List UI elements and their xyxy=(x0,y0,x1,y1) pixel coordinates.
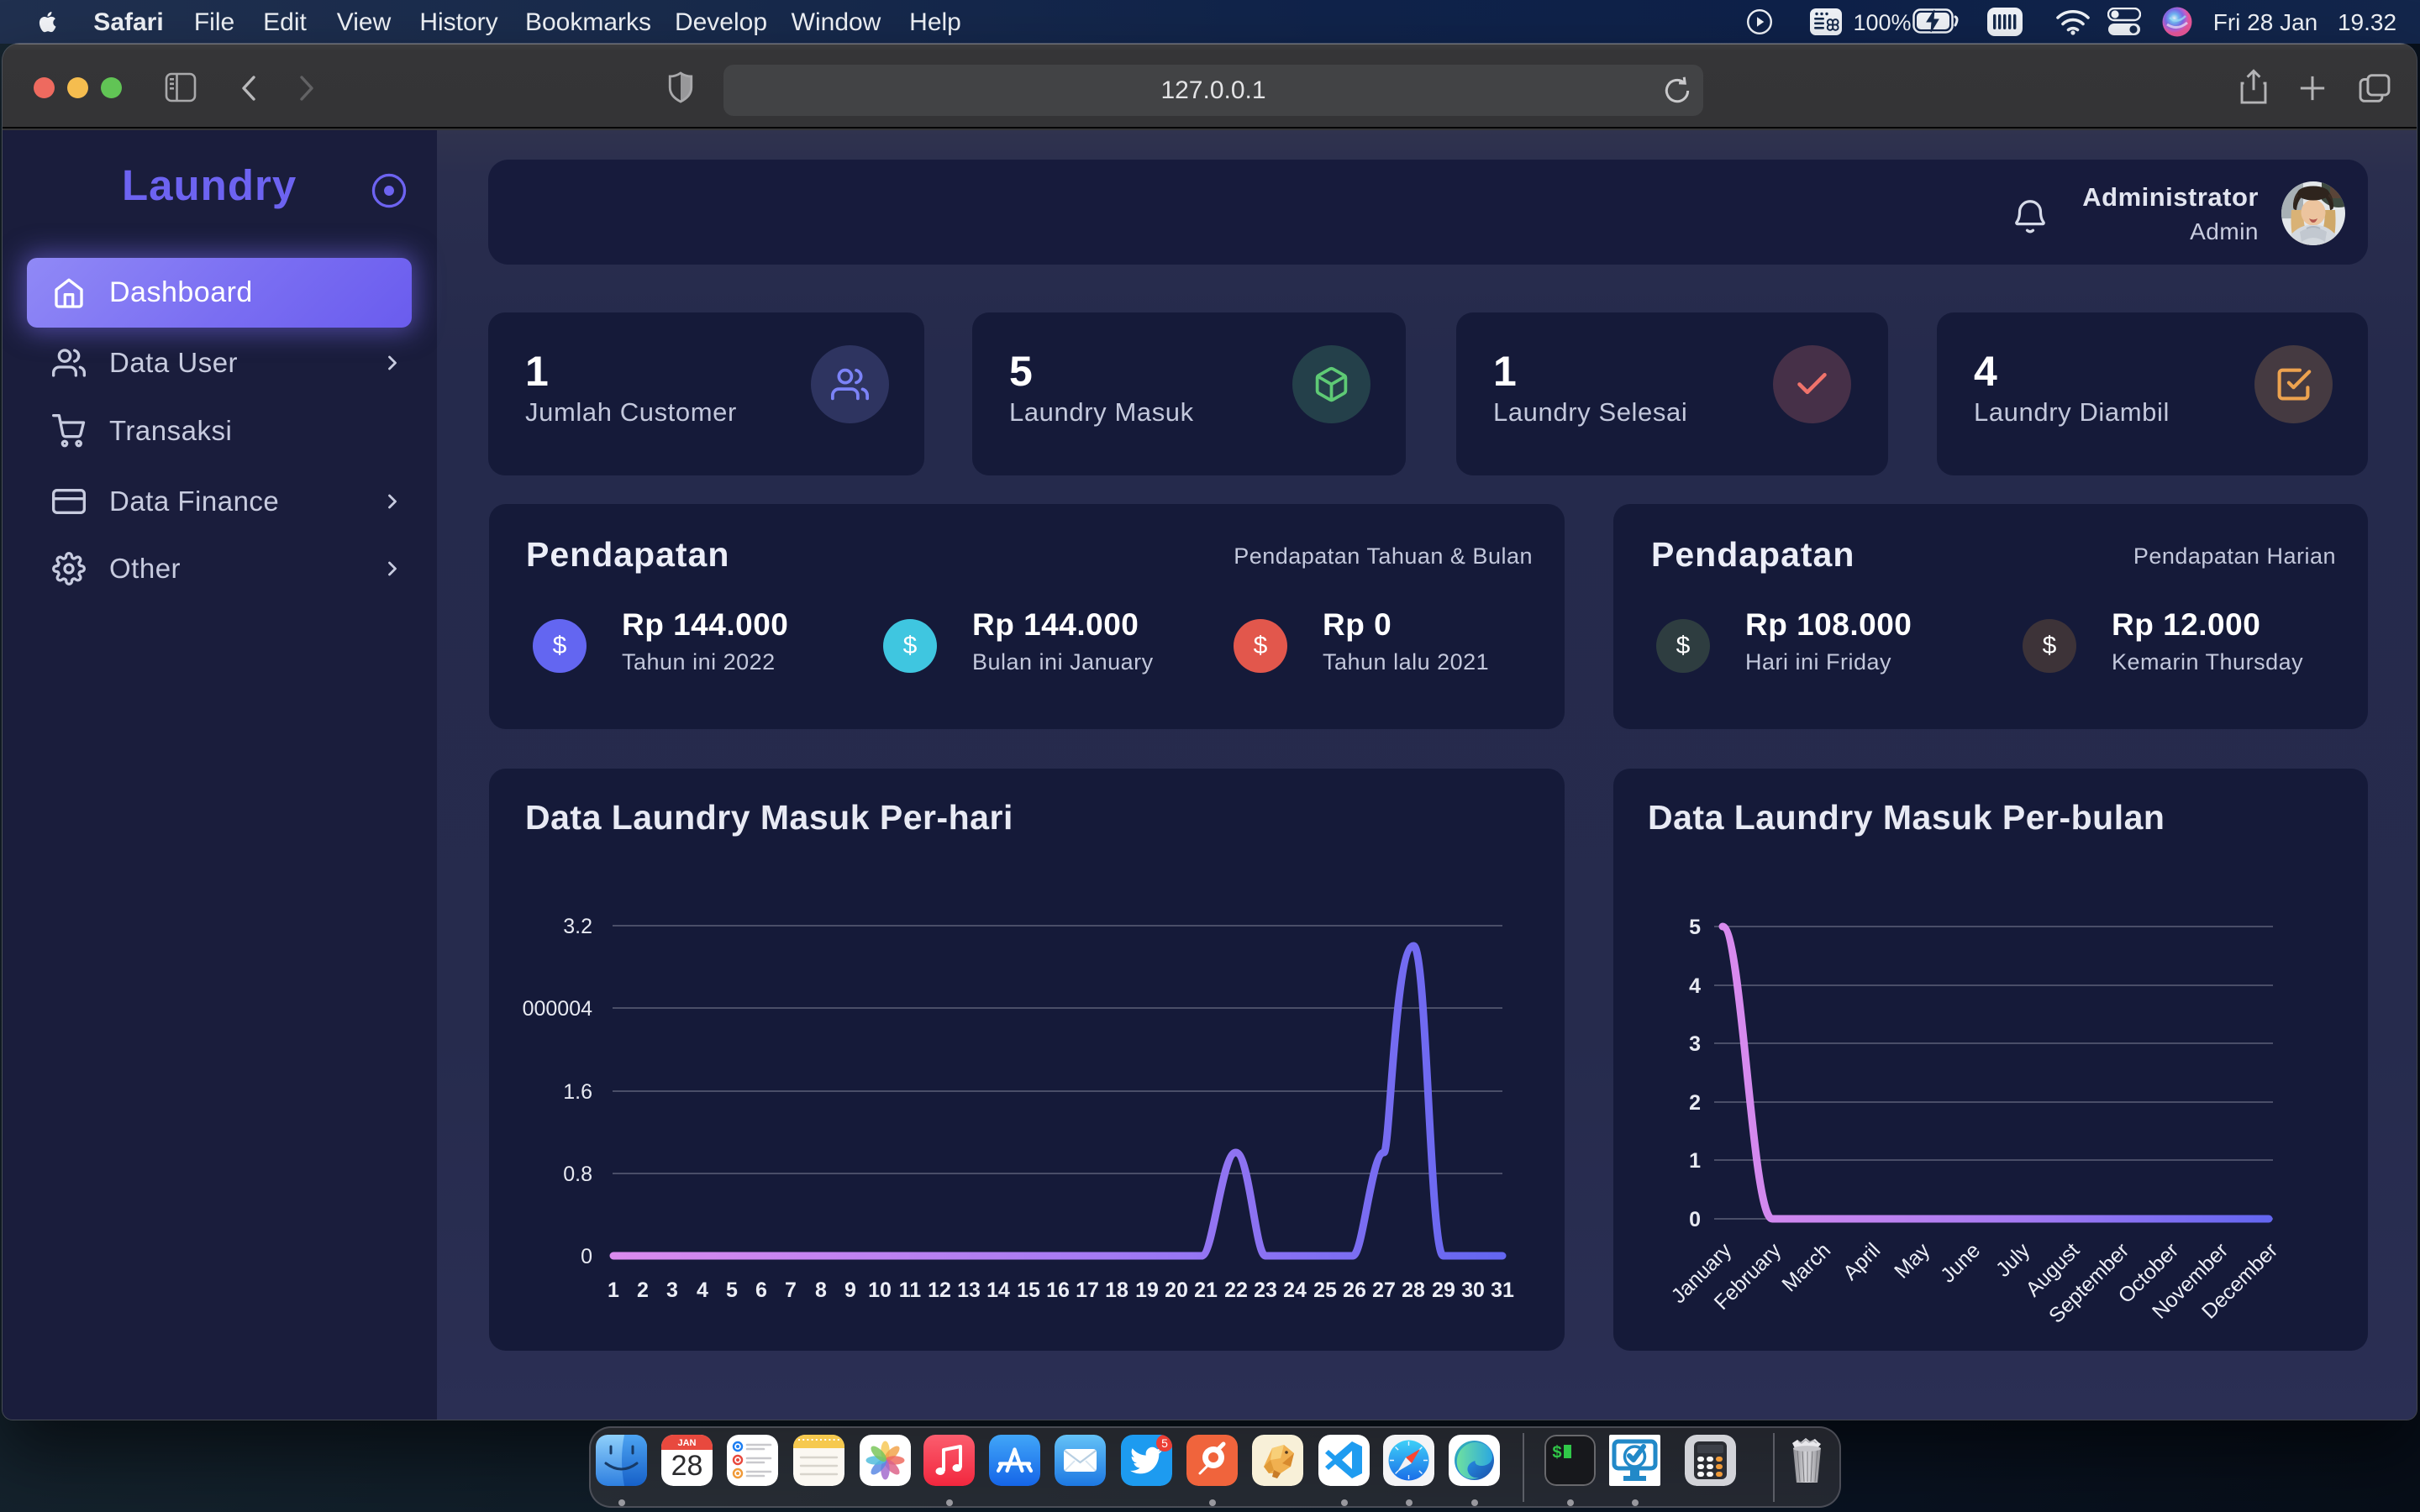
svg-text:18: 18 xyxy=(1105,1278,1128,1302)
svg-text:17: 17 xyxy=(1076,1278,1099,1302)
svg-text:2: 2 xyxy=(637,1278,649,1302)
svg-text:13: 13 xyxy=(957,1278,981,1302)
svg-text:12: 12 xyxy=(928,1278,951,1302)
svg-text:5: 5 xyxy=(726,1278,738,1302)
svg-text:14: 14 xyxy=(986,1278,1010,1302)
svg-text:1.6: 1.6 xyxy=(563,1080,592,1104)
svg-text:22: 22 xyxy=(1224,1278,1248,1302)
svg-text:4: 4 xyxy=(1689,974,1701,998)
svg-text:2: 2 xyxy=(1689,1091,1701,1115)
svg-text:$: $ xyxy=(1552,1444,1562,1463)
svg-text:1: 1 xyxy=(1689,1149,1701,1173)
svg-text:JAN: JAN xyxy=(677,1438,696,1448)
svg-text:July: July xyxy=(1991,1238,2035,1282)
svg-text:16: 16 xyxy=(1046,1278,1070,1302)
svg-text:5: 5 xyxy=(1689,916,1701,939)
svg-text:20: 20 xyxy=(1165,1278,1188,1302)
svg-text:28: 28 xyxy=(671,1450,703,1482)
svg-text:0: 0 xyxy=(581,1245,592,1268)
svg-text:10: 10 xyxy=(868,1278,892,1302)
svg-text:3: 3 xyxy=(1689,1032,1701,1056)
svg-text:9: 9 xyxy=(844,1278,856,1302)
svg-text:April: April xyxy=(1839,1238,1885,1284)
svg-text:3: 3 xyxy=(666,1278,678,1302)
svg-text:1: 1 xyxy=(608,1278,619,1302)
svg-text:19: 19 xyxy=(1135,1278,1159,1302)
svg-text:4: 4 xyxy=(697,1278,708,1302)
svg-text:29: 29 xyxy=(1432,1278,1455,1302)
svg-text:May: May xyxy=(1890,1238,1935,1284)
svg-text:30: 30 xyxy=(1461,1278,1485,1302)
svg-text:2.4000000000000004: 2.4000000000000004 xyxy=(489,997,592,1021)
svg-text:23: 23 xyxy=(1254,1278,1277,1302)
svg-text:6: 6 xyxy=(755,1278,767,1302)
svg-text:26: 26 xyxy=(1343,1278,1366,1302)
svg-text:11: 11 xyxy=(899,1278,922,1302)
svg-text:0.8: 0.8 xyxy=(563,1163,592,1186)
svg-text:28: 28 xyxy=(1402,1278,1425,1302)
svg-text:5: 5 xyxy=(1161,1436,1168,1450)
svg-text:27: 27 xyxy=(1372,1278,1396,1302)
svg-text:June: June xyxy=(1936,1238,1985,1287)
svg-text:7: 7 xyxy=(785,1278,797,1302)
svg-text:March: March xyxy=(1777,1238,1835,1296)
svg-text:31: 31 xyxy=(1491,1278,1514,1302)
svg-text:24: 24 xyxy=(1283,1278,1307,1302)
svg-text:15: 15 xyxy=(1017,1278,1040,1302)
svg-text:21: 21 xyxy=(1194,1278,1218,1302)
svg-text:8: 8 xyxy=(815,1278,827,1302)
svg-text:3.2: 3.2 xyxy=(563,915,592,938)
svg-text:0: 0 xyxy=(1689,1208,1701,1231)
svg-text:25: 25 xyxy=(1313,1278,1337,1302)
